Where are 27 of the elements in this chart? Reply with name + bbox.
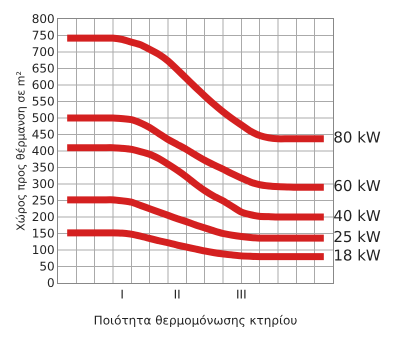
y-axis-title: Χώρος προς θέρμανση σε m² [14, 71, 28, 231]
y-tick-label: 150 [32, 226, 55, 241]
y-tick-label: 550 [32, 94, 55, 109]
y-tick-label: 350 [32, 160, 55, 175]
y-tick-label: 800 [32, 12, 55, 26]
x-tick-label: II [174, 287, 181, 302]
series-label: 40 kW [324, 206, 381, 225]
y-tick-label: 300 [32, 177, 55, 192]
y-tick-label: 500 [32, 111, 55, 126]
series-label: 25 kW [324, 228, 381, 246]
series-label: 60 kW [324, 177, 381, 196]
y-tick-label: 400 [32, 144, 55, 158]
x-tick-label: III [236, 287, 247, 302]
x-axis-title: Ποιότητα θερμομόνωσης κτηρίου [94, 313, 298, 328]
y-tick-label: 450 [32, 128, 55, 142]
x-tick-label: I [120, 287, 124, 302]
series-label: 18 kW [324, 246, 381, 264]
series-label: 80 kW [324, 128, 381, 147]
y-tick-label: 250 [32, 194, 55, 208]
y-tick-label: 600 [32, 78, 55, 92]
y-tick-label: 0 [46, 276, 55, 290]
y-tick-label: 650 [32, 62, 55, 76]
y-tick-label: 50 [39, 260, 55, 274]
y-tick-label: 200 [32, 210, 55, 224]
y-tick-label: 750 [32, 28, 55, 43]
y-tick-label: 100 [32, 243, 55, 258]
y-tick-label: 700 [32, 45, 55, 60]
